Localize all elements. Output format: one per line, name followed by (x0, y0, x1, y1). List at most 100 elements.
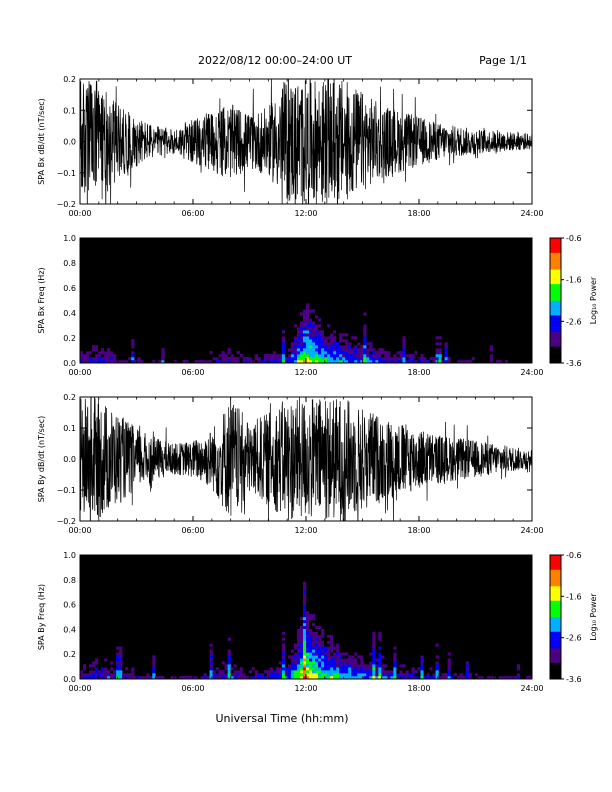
spectrogram-cell (462, 676, 466, 680)
spectrogram-cell (302, 649, 307, 653)
spectrogram-cell (408, 360, 412, 364)
spectrogram-cell (122, 351, 126, 355)
spectrogram-cell (351, 339, 355, 343)
colorbar-segment (550, 294, 561, 297)
spectrogram-cell (86, 673, 90, 677)
spectrogram-cell (309, 614, 313, 618)
spectrogram-cell (465, 661, 469, 665)
spectrogram-cell (95, 345, 99, 349)
colorbar-segment (550, 240, 561, 243)
spectrogram-cell (315, 658, 319, 662)
spectrogram-cell (312, 309, 316, 313)
spectrogram-cell (242, 351, 246, 355)
spectrogram-cell (315, 637, 319, 641)
spectrogram-cell (336, 342, 340, 346)
spectrogram-cell (312, 622, 316, 627)
spectrogram-cell (290, 354, 295, 358)
spectrogram-cell (266, 673, 271, 677)
spectrogram-cell (342, 661, 346, 665)
spectrogram-cell (369, 673, 373, 677)
spectrogram-cell (221, 661, 225, 665)
spectrogram-cell (333, 342, 337, 346)
spectrogram-cell (345, 670, 349, 674)
spectrogram-cell (336, 354, 340, 358)
spectrogram-cell (122, 676, 126, 680)
spectrogram-cell (302, 563, 307, 568)
spectrogram-cell (215, 354, 219, 358)
colorbar-segment (550, 625, 561, 628)
spectrogram-cell (299, 643, 304, 647)
spectrogram-cell (260, 357, 265, 361)
spectrogram-cell (302, 593, 307, 597)
spectrogram-cell (182, 360, 186, 364)
spectrogram-cell (119, 676, 123, 680)
spectrogram-cell (269, 673, 274, 677)
spectrogram-cell (378, 652, 382, 656)
spectrogram-cell (80, 667, 84, 671)
spectrogram-cell (131, 360, 135, 364)
spectrogram-cell (312, 330, 316, 334)
spectrogram-cell (318, 306, 322, 310)
spectrogram-cell (429, 360, 433, 364)
spectrogram-cell (384, 360, 388, 364)
spectrogram-cell (110, 342, 114, 346)
y-tick-label: 0.2 (63, 393, 76, 402)
spectrogram-cell (296, 646, 301, 650)
spectrogram-cell (263, 661, 268, 665)
spectrogram-cell (101, 664, 105, 668)
spectrogram-cell (306, 608, 310, 612)
spectrogram-cell (143, 673, 147, 677)
spectrogram-cell (330, 661, 334, 665)
spectrogram-cell (278, 357, 283, 361)
spectrogram-cell (327, 673, 331, 677)
spectrogram-cell (348, 676, 352, 680)
spectrogram-cell (429, 667, 433, 671)
spectrogram-cell (281, 336, 286, 340)
spectrogram-cell (345, 637, 349, 641)
spectrogram-cell (513, 357, 518, 361)
colorbar-segment (550, 577, 561, 581)
spectrogram-cell (333, 667, 337, 671)
spectrogram-cell (321, 357, 325, 361)
spectrogram-cell (281, 652, 286, 656)
spectrogram-cell (327, 634, 331, 638)
spectrogram-cell (80, 354, 84, 358)
spectrogram-cell (309, 631, 313, 635)
spectrogram-cell (306, 628, 310, 632)
spectrogram-cell (465, 354, 469, 358)
spectrogram-cell (477, 360, 481, 364)
spectrogram-cell (375, 360, 379, 364)
spectrogram-cell (209, 643, 213, 647)
spectrogram-cells (80, 555, 533, 680)
spectrogram-cell (498, 360, 503, 364)
spectrogram-cell (315, 611, 319, 615)
spectrogram-cell (230, 673, 234, 677)
spectrogram-cell (390, 667, 394, 671)
spectrogram-cell (327, 315, 331, 319)
spectrogram-cell (131, 339, 135, 343)
spectrogram-cell (312, 360, 316, 364)
spectrogram-cell (290, 673, 295, 677)
spectrogram-cell (330, 330, 334, 334)
spectrogram-cell (209, 664, 213, 668)
spectrogram-cell (390, 673, 394, 677)
spectrogram-cell (435, 637, 439, 641)
spectrogram-cell (122, 667, 126, 671)
colorbar-segment (550, 662, 561, 665)
spectrogram-cell (321, 652, 325, 656)
spectrogram-cell (345, 360, 349, 364)
spectrogram-cell (306, 640, 310, 644)
spectrogram-cell (330, 327, 334, 331)
spectrogram-cell (215, 360, 219, 364)
spectrogram-cell (435, 661, 439, 665)
spectrogram-cell (122, 348, 126, 352)
spectrogram-cell (309, 673, 313, 677)
spectrogram-cell (501, 676, 506, 680)
spectrogram-cell (131, 676, 135, 680)
spectrogram-cell (312, 336, 316, 340)
spectrogram-cell (324, 336, 328, 340)
spectrogram-cell (293, 333, 298, 337)
spectrogram-cell (281, 637, 286, 641)
spectrogram-cell (396, 667, 400, 671)
spectrogram-cell (312, 631, 316, 635)
